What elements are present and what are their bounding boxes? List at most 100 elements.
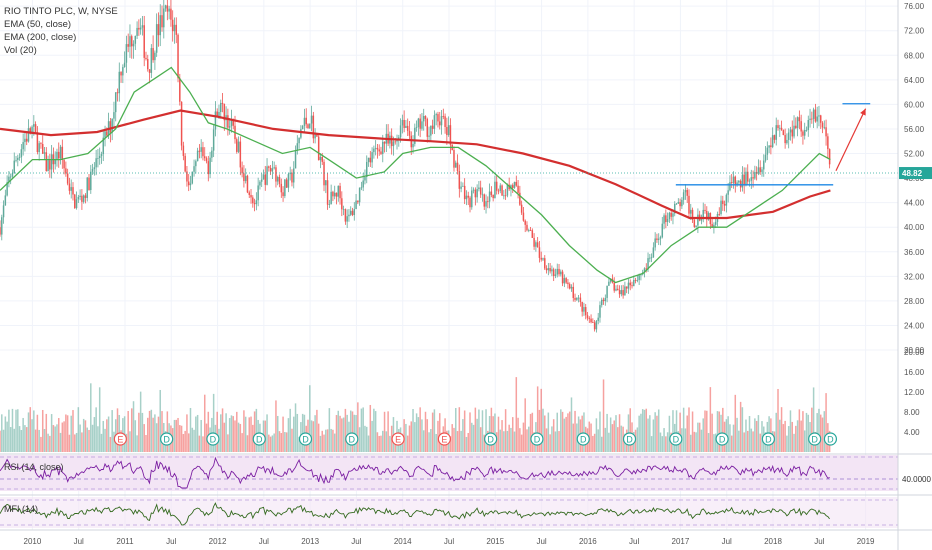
volume-bar — [638, 415, 640, 452]
volume-bar — [716, 411, 719, 452]
candle-body — [499, 185, 502, 191]
symbol-title[interactable]: RIO TINTO PLC, W, NYSE — [4, 6, 118, 17]
ema200-line[interactable] — [0, 109, 831, 220]
candle-body — [654, 238, 656, 248]
volume-bar — [597, 429, 599, 452]
volume-bar — [333, 433, 336, 452]
event-marker[interactable] — [715, 432, 729, 446]
volume-bar — [750, 428, 753, 452]
volume-bar — [362, 407, 364, 452]
ema200-legend[interactable]: EMA (200, close) — [4, 32, 77, 43]
candle-body — [821, 122, 824, 128]
candle-body — [47, 160, 49, 172]
candle-body — [430, 125, 432, 136]
mfi-pane-label[interactable]: MFI (14) — [4, 504, 39, 514]
candle-body — [558, 268, 560, 275]
ema50-line[interactable] — [0, 66, 831, 284]
volume-bar — [481, 410, 484, 452]
event-marker[interactable] — [530, 432, 544, 446]
time-tick-label: Jul — [444, 537, 454, 546]
event-marker[interactable] — [576, 432, 590, 446]
candle-body — [317, 136, 320, 161]
candle-body — [289, 172, 291, 175]
candle-body — [460, 186, 462, 189]
ema50-legend[interactable]: EMA (50, close) — [4, 19, 72, 30]
volume-bar — [139, 391, 142, 452]
candle-body — [754, 172, 756, 179]
event-marker[interactable] — [484, 432, 498, 446]
event-marker[interactable] — [206, 432, 220, 446]
volume-bar — [2, 429, 5, 452]
volume-bar — [508, 424, 510, 452]
volume-legend[interactable]: Vol (20) — [4, 45, 37, 56]
volume-bar — [786, 435, 788, 452]
volume-bar — [741, 407, 744, 452]
candle-body — [376, 147, 379, 150]
volume-bar — [365, 426, 368, 452]
candle-body — [143, 25, 145, 58]
candle-body — [542, 258, 544, 260]
candle-body — [435, 114, 437, 116]
volume-bar — [474, 407, 477, 452]
projection-arrow[interactable] — [835, 108, 867, 171]
candle-body — [442, 116, 445, 117]
mfi-line[interactable] — [0, 502, 830, 526]
volume-bar — [358, 427, 361, 452]
candle-body — [638, 275, 640, 280]
candle-body — [269, 167, 272, 172]
event-marker[interactable] — [808, 432, 822, 446]
event-marker[interactable] — [113, 432, 127, 446]
candle-body — [58, 151, 60, 159]
volume-bar — [271, 435, 274, 452]
candle-body — [723, 204, 726, 206]
volume-bar — [91, 424, 94, 452]
volume-bar — [408, 425, 411, 452]
volume-bar — [276, 415, 279, 452]
event-marker[interactable] — [669, 432, 683, 446]
volume-bar — [268, 434, 270, 452]
volume-bar — [629, 408, 631, 452]
candle-body — [650, 257, 653, 259]
volume-bar — [567, 413, 569, 452]
candle-body — [526, 224, 528, 231]
event-marker[interactable] — [252, 432, 266, 446]
event-marker[interactable] — [298, 432, 313, 446]
volume-bar — [479, 427, 482, 452]
rsi-pane-label[interactable]: RSI (14, close) — [4, 462, 64, 472]
volume-bar — [97, 426, 99, 452]
rsi-line[interactable] — [0, 456, 830, 489]
volume-bar — [688, 407, 690, 452]
event-marker-label: D — [811, 435, 818, 445]
volume-bar — [191, 427, 194, 452]
candle-body — [455, 162, 457, 168]
event-marker[interactable] — [160, 432, 174, 446]
last-price-badge[interactable] — [899, 167, 932, 180]
candle-body — [93, 167, 96, 170]
candle-body — [405, 125, 407, 128]
event-marker[interactable] — [823, 432, 838, 446]
event-marker[interactable] — [761, 432, 775, 446]
time-tick-label: Jul — [351, 537, 361, 546]
candle-body — [602, 299, 605, 302]
volume-bar — [754, 418, 756, 452]
volume-bar — [599, 411, 601, 452]
candle-body — [697, 214, 699, 226]
volume-bar — [782, 424, 785, 452]
event-marker[interactable] — [345, 432, 359, 446]
event-marker[interactable] — [437, 432, 451, 446]
candle-body — [714, 221, 717, 225]
volume-bar — [389, 435, 391, 452]
event-marker[interactable] — [622, 432, 637, 446]
volume-bar — [102, 420, 105, 452]
volume-bar — [145, 435, 147, 452]
candle-body — [540, 257, 542, 260]
volume-tick-label: 4.00 — [904, 428, 920, 437]
volume-bar — [620, 425, 623, 452]
volume-bar — [821, 417, 824, 452]
candle-body — [262, 174, 265, 180]
volume-bar — [374, 411, 377, 452]
volume-bar — [291, 428, 293, 452]
event-marker[interactable] — [391, 432, 405, 446]
candle-body — [665, 215, 667, 223]
